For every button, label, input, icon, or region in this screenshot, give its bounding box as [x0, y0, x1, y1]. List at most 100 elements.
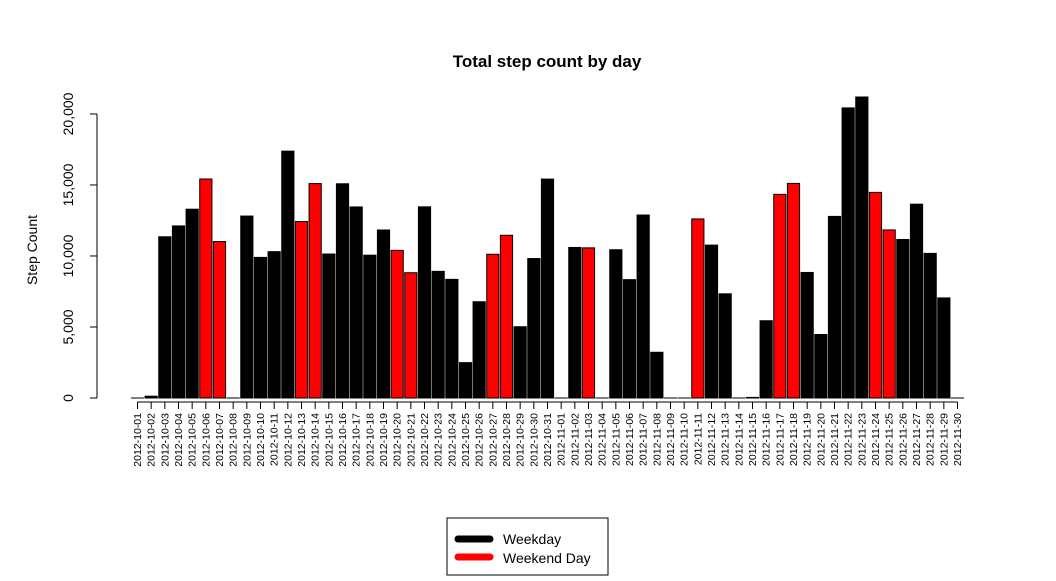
x-tick-label: 2012-10-22 — [419, 413, 431, 467]
bar-2012-10-20 — [391, 250, 403, 398]
bar-2012-10-17 — [350, 207, 362, 398]
x-tick-label: 2012-10-30 — [528, 413, 540, 467]
bar-2012-10-07 — [213, 242, 225, 398]
y-tick-label: 20,000 — [60, 92, 76, 135]
x-tick-label: 2012-11-29 — [938, 413, 950, 466]
x-tick-label: 2012-11-02 — [569, 413, 581, 466]
bar-2012-11-15 — [746, 397, 758, 398]
bar-2012-11-18 — [787, 183, 799, 398]
x-tick-label: 2012-11-28 — [925, 413, 937, 466]
bar-2012-10-24 — [446, 279, 458, 398]
y-tick-label: 0 — [60, 394, 76, 402]
x-tick-label: 2012-10-15 — [323, 413, 335, 467]
bar-2012-10-26 — [473, 302, 485, 398]
y-tick-label: 15,000 — [60, 163, 76, 206]
bar-2012-10-11 — [268, 252, 280, 398]
x-tick-label: 2012-11-10 — [679, 413, 691, 466]
bar-2012-11-27 — [910, 204, 922, 398]
x-tick-label: 2012-11-18 — [788, 413, 800, 466]
x-tick-label: 2012-11-04 — [597, 413, 609, 466]
x-tick-label: 2012-10-11 — [269, 413, 281, 466]
bar-2012-11-20 — [815, 334, 827, 398]
bar-2012-10-12 — [282, 151, 294, 398]
bar-2012-11-16 — [760, 321, 772, 398]
bar-2012-10-21 — [405, 273, 417, 398]
x-tick-label: 2012-11-03 — [583, 413, 595, 466]
bar-2012-10-15 — [323, 254, 335, 398]
bar-2012-10-27 — [487, 254, 499, 398]
bar-2012-10-25 — [459, 363, 471, 398]
x-tick-label: 2012-10-17 — [351, 413, 363, 467]
y-axis-label: Step Count — [24, 215, 40, 285]
x-tick-label: 2012-10-03 — [159, 413, 171, 467]
bar-2012-11-13 — [719, 294, 731, 398]
x-tick-label: 2012-11-23 — [856, 413, 868, 466]
x-tick-label: 2012-10-01 — [132, 413, 144, 467]
bar-2012-11-06 — [623, 280, 635, 398]
x-tick-label: 2012-10-26 — [474, 413, 486, 467]
bar-2012-11-24 — [869, 192, 881, 398]
bar-2012-10-02 — [145, 396, 157, 398]
x-tick-label: 2012-11-17 — [774, 413, 786, 466]
bar-2012-11-23 — [856, 97, 868, 398]
bar-2012-10-19 — [377, 230, 389, 398]
x-tick-label: 2012-10-29 — [515, 413, 527, 467]
x-tick-label: 2012-10-04 — [173, 413, 185, 467]
bar-2012-10-28 — [500, 235, 512, 398]
x-tick-label: 2012-10-18 — [364, 413, 376, 467]
bar-2012-11-12 — [705, 245, 717, 398]
x-tick-label: 2012-10-10 — [255, 413, 267, 467]
bar-2012-10-30 — [528, 259, 540, 398]
x-tick-label: 2012-11-16 — [761, 413, 773, 466]
x-tick-label: 2012-10-02 — [146, 413, 158, 467]
bar-2012-10-31 — [541, 179, 553, 398]
bar-2012-10-04 — [172, 226, 184, 398]
x-tick-label: 2012-10-24 — [446, 413, 458, 467]
bar-2012-11-05 — [610, 250, 622, 398]
bar-2012-11-11 — [692, 219, 704, 398]
bar-2012-11-07 — [637, 215, 649, 398]
x-tick-label: 2012-11-11 — [692, 413, 704, 465]
x-tick-label: 2012-10-31 — [542, 413, 554, 467]
x-tick-label: 2012-11-27 — [911, 413, 923, 466]
x-tick-label: 2012-11-26 — [897, 413, 909, 466]
bar-2012-11-17 — [774, 194, 786, 398]
x-tick-label: 2012-10-23 — [433, 413, 445, 467]
x-tick-label: 2012-11-24 — [870, 413, 882, 466]
x-tick-label: 2012-10-28 — [501, 413, 513, 467]
bars-group — [131, 97, 963, 398]
x-tick-label: 2012-11-06 — [624, 413, 636, 466]
bar-2012-10-10 — [254, 257, 266, 398]
x-tick-label: 2012-11-12 — [706, 413, 718, 466]
x-tick-label: 2012-11-08 — [651, 413, 663, 466]
bar-2012-10-18 — [364, 255, 376, 398]
x-tick-label: 2012-10-09 — [241, 413, 253, 467]
x-tick-label: 2012-11-21 — [829, 413, 841, 466]
legend-label-weekday: Weekday — [503, 531, 561, 547]
x-tick-label: 2012-11-01 — [556, 413, 568, 466]
bar-2012-11-29 — [938, 298, 950, 398]
bar-2012-11-28 — [924, 253, 936, 398]
bar-2012-11-08 — [651, 352, 663, 398]
bar-2012-10-03 — [159, 237, 171, 398]
x-tick-label: 2012-10-08 — [228, 413, 240, 467]
bar-2012-11-03 — [582, 248, 594, 398]
x-tick-label: 2012-10-16 — [337, 413, 349, 467]
x-tick-label: 2012-11-05 — [610, 413, 622, 466]
bar-2012-11-02 — [569, 247, 581, 398]
x-tick-label: 2012-11-19 — [802, 413, 814, 466]
y-tick-label: 10,000 — [60, 234, 76, 277]
bar-2012-10-16 — [336, 184, 348, 398]
x-tick-label: 2012-10-27 — [487, 413, 499, 467]
bar-2012-10-22 — [418, 207, 430, 398]
x-tick-label: 2012-10-05 — [187, 413, 199, 467]
x-tick-label: 2012-10-07 — [214, 413, 226, 467]
x-tick-label: 2012-11-13 — [720, 413, 732, 466]
x-tick-label: 2012-11-14 — [733, 413, 745, 466]
x-tick-label: 2012-11-22 — [843, 413, 855, 466]
legend: Weekday Weekend Day — [447, 518, 608, 575]
bar-2012-10-09 — [241, 216, 253, 398]
